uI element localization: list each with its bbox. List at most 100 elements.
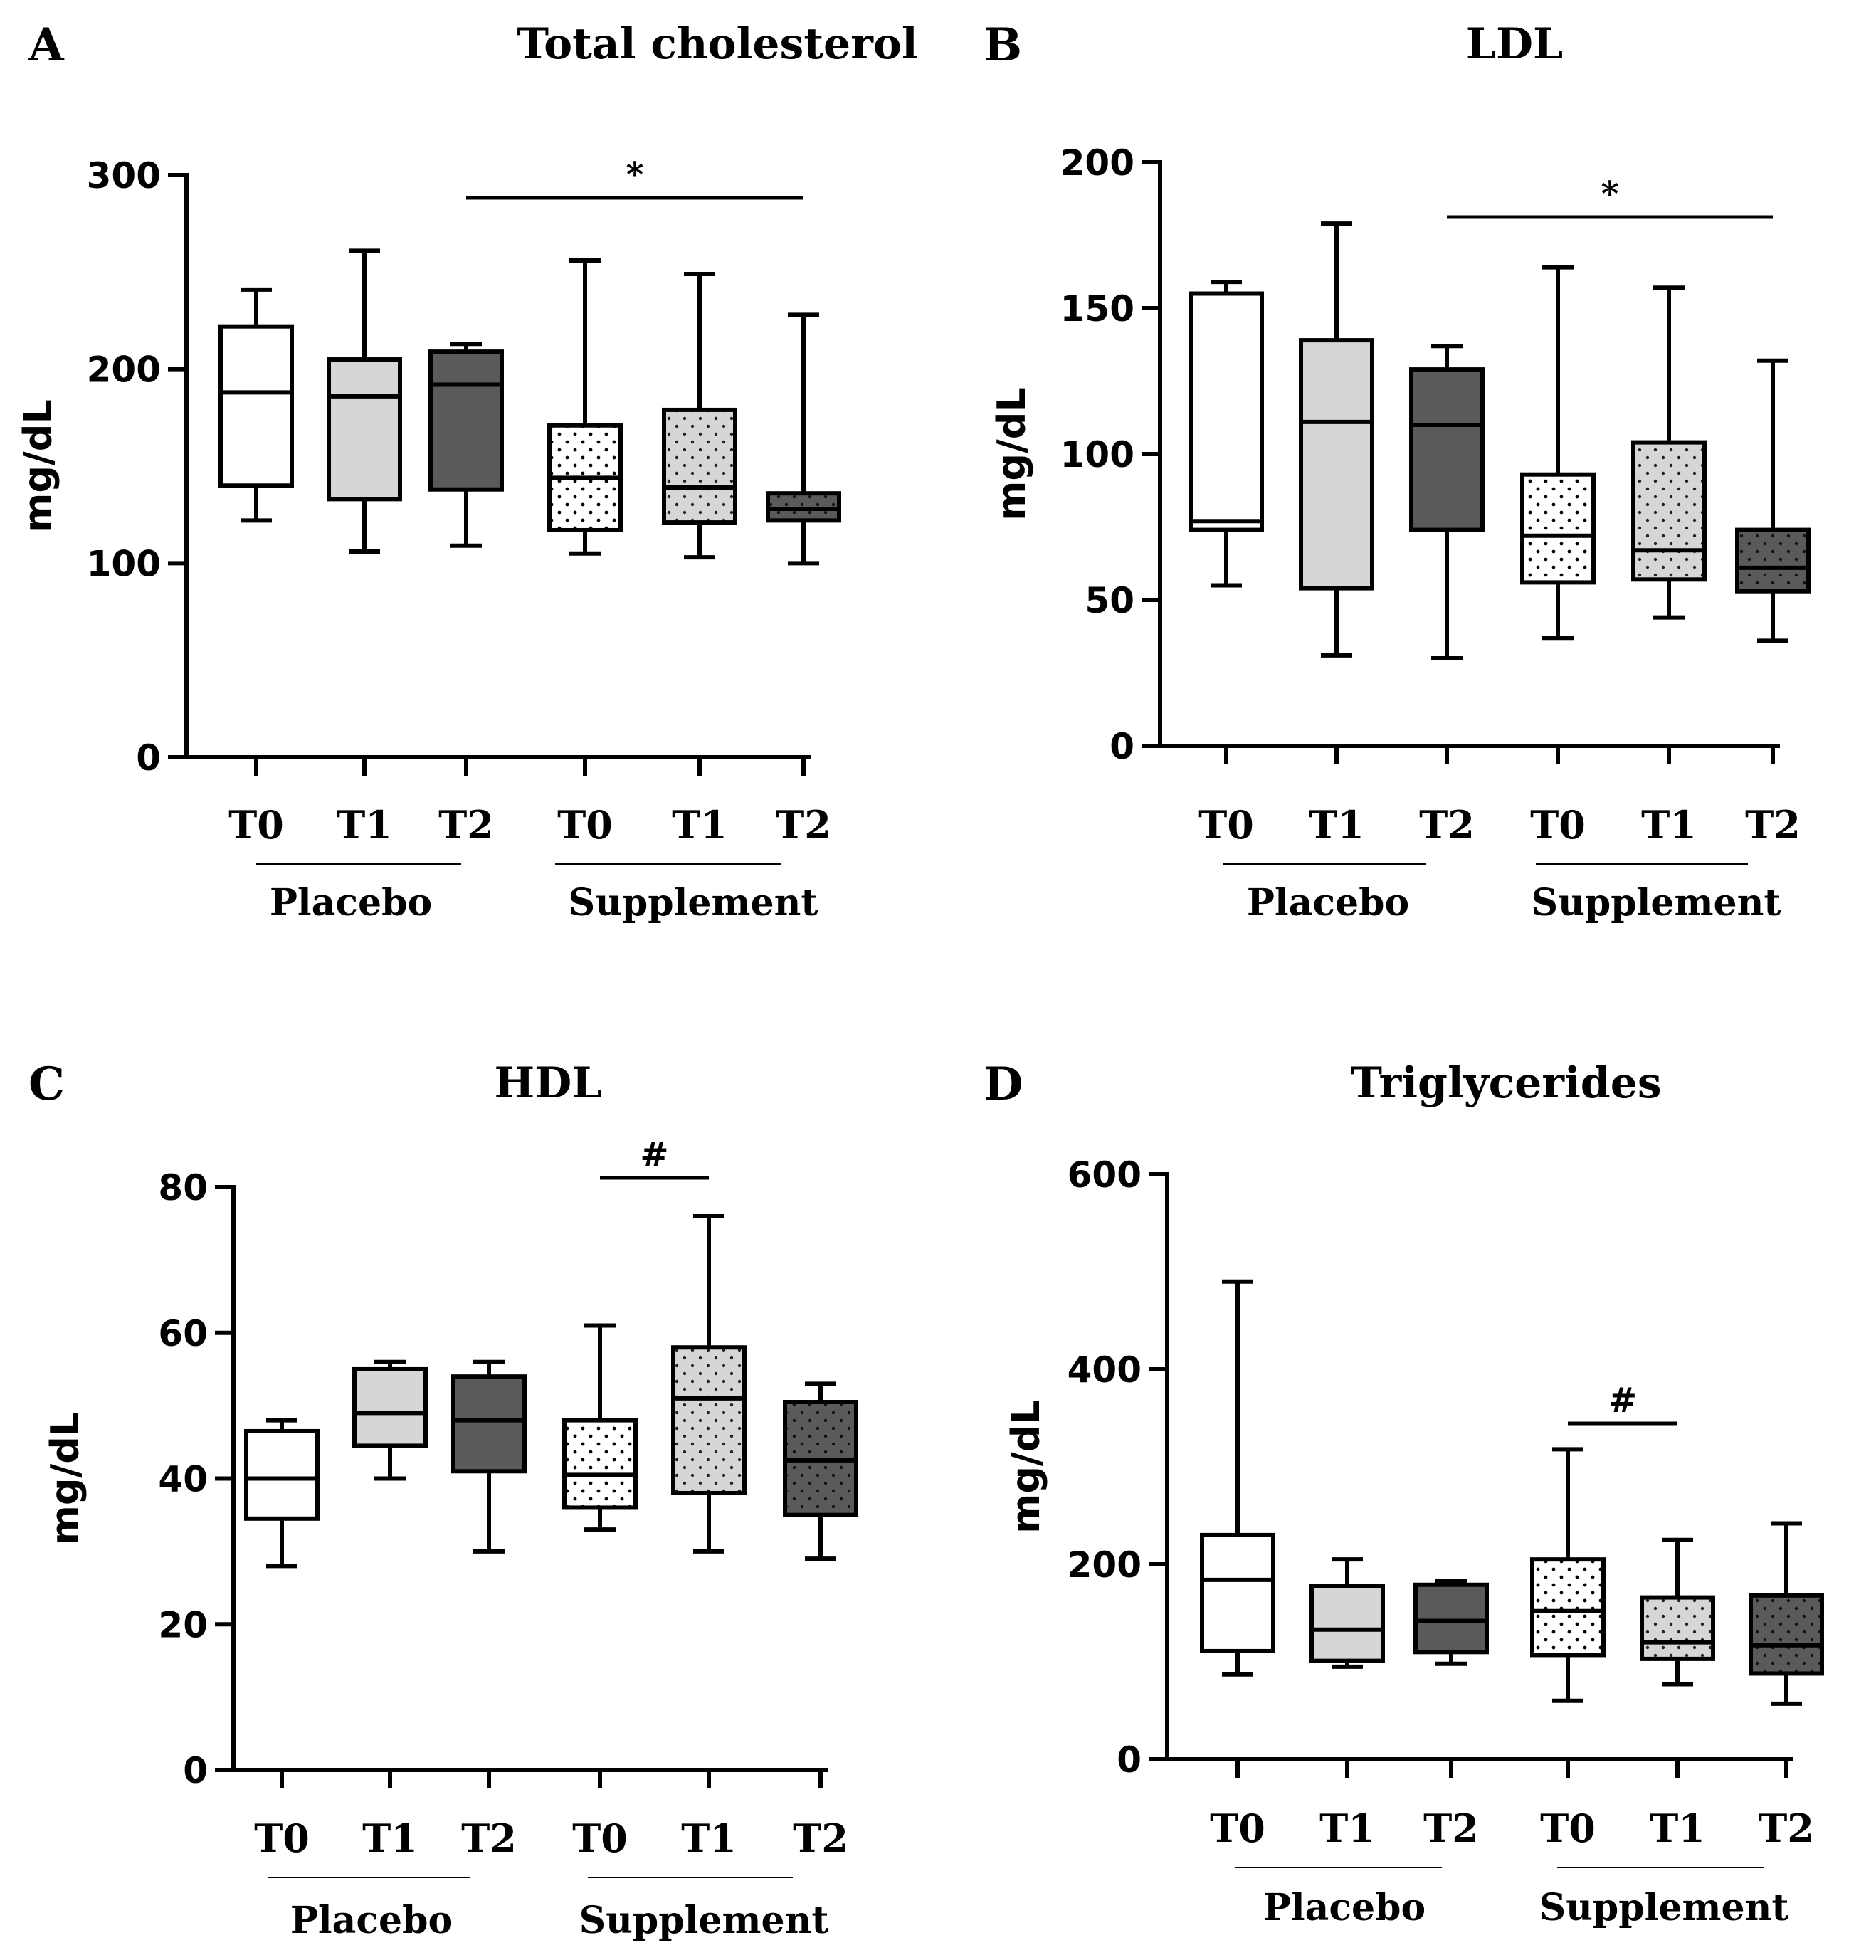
panel-letter: D xyxy=(984,1058,1023,1111)
box-iqr xyxy=(1200,1532,1275,1653)
box-4 xyxy=(562,1323,638,1532)
group-label: Placebo xyxy=(290,1899,453,1942)
group-label: Supplement xyxy=(1539,1886,1789,1929)
y-tick-label: 50 xyxy=(1085,580,1134,621)
box-iqr xyxy=(1413,1582,1489,1655)
box-6 xyxy=(1735,358,1811,643)
box-1 xyxy=(1189,280,1264,588)
x-tick-label: T2 xyxy=(1419,802,1475,848)
x-tick-label: T1 xyxy=(1650,1806,1705,1851)
x-tick-label: T2 xyxy=(1759,1806,1814,1851)
x-tick-label: T0 xyxy=(254,1816,310,1861)
x-tick-label: T1 xyxy=(362,1816,418,1861)
x-tick-label: T2 xyxy=(1423,1806,1479,1851)
x-tick-label: T1 xyxy=(1641,802,1697,848)
panel-letter: B xyxy=(984,19,1022,72)
box-3 xyxy=(1409,344,1485,660)
panel-title: Triglycerides xyxy=(1350,1058,1661,1108)
panel-a: A Total cholesterol 0 100 200 300 mg/dL T0 T1 T2 T… xyxy=(16,19,918,924)
box-5 xyxy=(671,1213,747,1554)
significance-symbol: * xyxy=(626,155,643,195)
x-tick-label: T0 xyxy=(1198,802,1254,848)
box-5 xyxy=(662,272,737,560)
x-tick-label: T1 xyxy=(1309,802,1364,848)
panel-letter: A xyxy=(28,19,65,72)
x-tick-label: T2 xyxy=(1745,802,1801,848)
group-label: Supplement xyxy=(1532,881,1781,924)
box-iqr xyxy=(1640,1595,1715,1661)
x-tick-label: T1 xyxy=(681,1816,737,1861)
x-tick-label: T0 xyxy=(1530,802,1586,848)
y-tick-label: 200 xyxy=(1068,1544,1142,1586)
significance-symbol: # xyxy=(640,1135,668,1175)
box-iqr xyxy=(1409,367,1485,532)
panel-title: LDL xyxy=(1466,19,1563,69)
box-iqr xyxy=(1520,472,1596,585)
box-iqr xyxy=(352,1366,428,1448)
y-axis-label: mg/dL xyxy=(1003,1400,1048,1534)
panel-d: D Triglycerides 0 200 400 600 mg/dL T0 T1 T2 T0 T1 T… xyxy=(984,1058,1824,1929)
x-tick-label: T2 xyxy=(776,802,831,848)
y-tick-label: 300 xyxy=(87,155,161,196)
box-6 xyxy=(783,1381,858,1561)
box-iqr xyxy=(451,1374,527,1474)
y-tick-label: 0 xyxy=(1110,726,1134,767)
box-3 xyxy=(451,1359,527,1554)
box-iqr xyxy=(562,1418,638,1510)
box-2 xyxy=(1309,1557,1385,1669)
y-tick-label: 0 xyxy=(136,737,161,779)
x-tick-label: T2 xyxy=(793,1816,848,1861)
y-tick-label: 0 xyxy=(1117,1739,1142,1781)
significance-symbol: # xyxy=(1608,1381,1637,1421)
box-4 xyxy=(1530,1447,1606,1703)
box-iqr xyxy=(671,1345,747,1495)
box-2 xyxy=(327,248,402,554)
box-1 xyxy=(244,1418,320,1569)
group-label: Placebo xyxy=(1247,881,1409,924)
x-tick-label: T0 xyxy=(1210,1806,1265,1851)
y-tick-label: 0 xyxy=(183,1750,208,1791)
x-tick-label: T0 xyxy=(1540,1806,1596,1851)
group-label: Supplement xyxy=(569,881,818,924)
box-iqr xyxy=(428,349,504,492)
y-tick-label: 60 xyxy=(158,1313,208,1354)
box-2 xyxy=(352,1359,428,1481)
significance-symbol: * xyxy=(1601,174,1618,214)
y-axis-label: mg/dL xyxy=(989,387,1034,521)
box-2 xyxy=(1299,221,1374,658)
box-iqr xyxy=(1735,527,1811,594)
y-tick-label: 200 xyxy=(1060,142,1134,184)
box-6 xyxy=(1749,1521,1824,1706)
x-tick-label: T1 xyxy=(1319,1806,1375,1851)
x-tick-label: T1 xyxy=(337,802,392,848)
group-label: Placebo xyxy=(270,881,432,924)
panel-letter: C xyxy=(28,1058,65,1111)
box-iqr xyxy=(1631,440,1707,582)
box-iqr xyxy=(327,357,402,502)
y-axis-label: mg/dL xyxy=(43,1412,88,1546)
box-iqr xyxy=(244,1428,320,1521)
box-3 xyxy=(428,342,504,548)
box-iqr xyxy=(662,407,737,525)
y-axis-label: mg/dL xyxy=(16,399,60,533)
box-1 xyxy=(1200,1279,1275,1677)
x-tick-label: T0 xyxy=(572,1816,628,1861)
box-1 xyxy=(218,287,294,523)
y-tick-label: 100 xyxy=(87,543,161,584)
y-tick-label: 40 xyxy=(158,1459,208,1500)
x-tick-label: T1 xyxy=(672,802,727,848)
box-3 xyxy=(1413,1579,1489,1666)
box-iqr xyxy=(218,324,294,488)
group-label: Placebo xyxy=(1263,1886,1426,1929)
y-tick-label: 400 xyxy=(1068,1349,1142,1391)
panel-title: HDL xyxy=(495,1058,602,1108)
x-tick-label: T2 xyxy=(438,802,494,848)
box-5 xyxy=(1631,285,1707,620)
panel-title: Total cholesterol xyxy=(517,19,917,69)
group-label: Supplement xyxy=(579,1899,829,1942)
y-tick-label: 200 xyxy=(87,349,161,391)
x-tick-label: T0 xyxy=(228,802,284,848)
y-tick-label: 20 xyxy=(158,1604,208,1645)
